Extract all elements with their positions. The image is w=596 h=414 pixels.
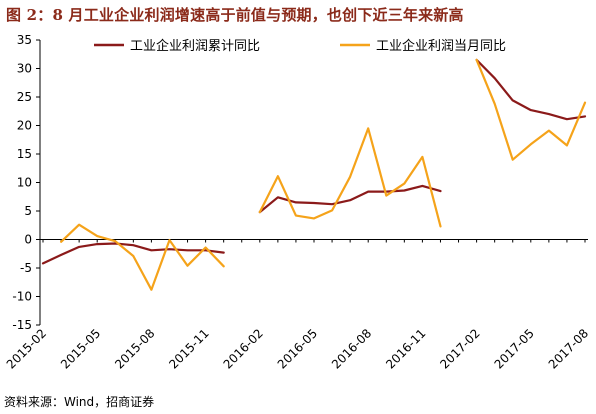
y-tick-label: 25 bbox=[17, 90, 32, 104]
axes bbox=[36, 39, 588, 326]
y-tick-label: 20 bbox=[17, 119, 32, 133]
y-tick-label: -15 bbox=[12, 318, 32, 332]
y-tick-labels: -15 -10 -5 0 5 10 15 20 25 30 35 bbox=[12, 33, 32, 332]
series-line-monthly bbox=[60, 58, 587, 291]
source-note: 资料来源：Wind，招商证券 bbox=[4, 395, 155, 409]
x-tick-labels: 2015-02 2015-05 2015-08 2015-11 2016-02 2016-… bbox=[4, 326, 591, 371]
x-tick-label: 2017-08 bbox=[546, 326, 591, 371]
x-tick-label: 2017-05 bbox=[492, 326, 537, 371]
x-tick-label: 2016-08 bbox=[329, 326, 374, 371]
x-tick-label: 2015-02 bbox=[4, 326, 49, 371]
y-tick-label: 0 bbox=[24, 233, 32, 247]
y-tick-label: 15 bbox=[17, 147, 32, 161]
legend-label-cumulative: 工业企业利润累计同比 bbox=[130, 38, 260, 54]
x-tick-label: 2016-05 bbox=[275, 326, 320, 371]
x-tick-label: 2015-05 bbox=[58, 326, 103, 371]
y-tick-label: -10 bbox=[12, 290, 32, 304]
legend: 工业企业利润累计同比 工业企业利润当月同比 bbox=[94, 38, 506, 54]
y-tick-label: 35 bbox=[17, 33, 32, 47]
y-tick-label: -5 bbox=[20, 261, 32, 275]
series-line-cumulative bbox=[41, 58, 587, 265]
series-lines bbox=[41, 58, 587, 291]
x-tick-label: 2015-08 bbox=[112, 326, 157, 371]
legend-label-monthly: 工业企业利润当月同比 bbox=[376, 38, 506, 54]
x-tick-label: 2015-11 bbox=[166, 326, 211, 371]
y-tick-label: 10 bbox=[17, 176, 32, 190]
y-tick-label: 5 bbox=[24, 204, 32, 218]
x-tick-label: 2016-02 bbox=[221, 326, 266, 371]
x-tick-label: 2017-02 bbox=[437, 326, 482, 371]
y-tick-label: 30 bbox=[17, 62, 32, 76]
x-tick-label: 2016-11 bbox=[383, 326, 428, 371]
chart-title: 图 2：8 月工业企业利润增速高于前值与预期，也创下近三年来新高 bbox=[6, 6, 464, 24]
